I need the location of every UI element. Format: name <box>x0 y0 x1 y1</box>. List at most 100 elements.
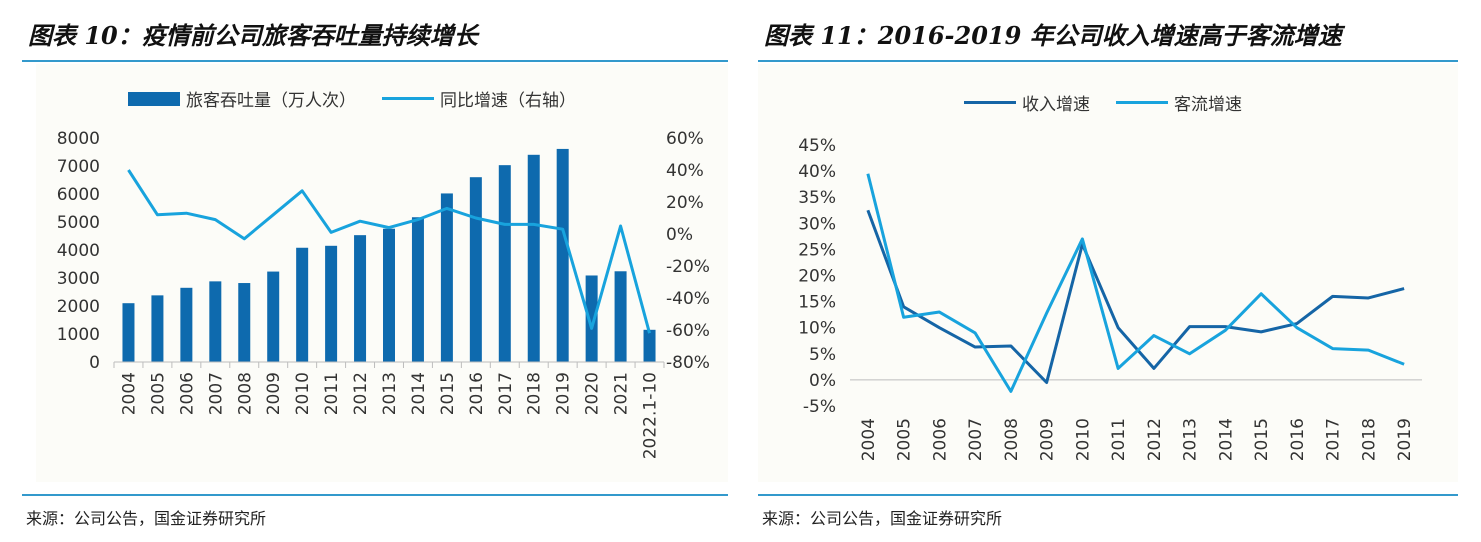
source-divider <box>758 494 1458 496</box>
y-left-tick-label: 1000 <box>57 325 100 345</box>
x-tick-label: 2011 <box>1109 418 1129 461</box>
y-tick-label: 30% <box>798 214 836 234</box>
x-tick-label: 2009 <box>1038 418 1058 461</box>
bar <box>469 177 482 362</box>
bar <box>209 281 222 362</box>
y-left-tick-label: 5000 <box>57 213 100 233</box>
x-tick-label: 2019 <box>1395 418 1415 461</box>
y-tick-label: 15% <box>798 293 836 313</box>
bar <box>614 271 627 362</box>
y-right-tick-label: 40% <box>666 161 704 181</box>
bar <box>354 235 367 362</box>
bar <box>440 193 453 362</box>
y-left-tick-label: 6000 <box>57 185 100 205</box>
bar <box>325 245 338 362</box>
chart-title: 图表 10：疫情前公司旅客吞吐量持续增长 <box>28 21 478 50</box>
x-tick-label: 2016 <box>1288 418 1308 461</box>
y-right-tick-label: -80% <box>666 353 710 373</box>
line-chart: -5% 0% 5% 10% 15% 20% 25% 30% 35% 40% 45% 2004 2005 2… <box>798 136 1422 461</box>
y-right-tick-label: -40% <box>666 289 710 309</box>
series-line-revenue-growth <box>866 209 1405 385</box>
bar <box>296 247 309 362</box>
y-tick-label: 35% <box>798 188 836 208</box>
x-tick-label: 2008 <box>1002 418 1022 461</box>
x-tick-label: 2006 <box>930 418 950 461</box>
x-tick-label: 2009 <box>264 372 284 415</box>
x-tick-label: 2008 <box>235 372 255 415</box>
legend-label: 同比增速（右轴） <box>440 91 576 111</box>
legend-item-line: 同比增速（右轴） <box>382 86 576 111</box>
x-tick-label: 2015 <box>438 372 458 415</box>
bar <box>238 283 251 362</box>
x-tick-label: 2004 <box>119 372 139 415</box>
legend-item-revenue: 收入增速 <box>964 90 1090 115</box>
legend-swatch-line <box>964 101 1016 104</box>
y-tick-label: -5% <box>803 397 836 417</box>
chart-legend: 收入增速 客流增速 <box>964 90 1268 115</box>
y-left-tick-label: 2000 <box>57 297 100 317</box>
x-tick-label: 2013 <box>1181 418 1201 461</box>
bar <box>498 165 511 362</box>
chart-legend: 旅客吞吐量（万人次） 同比增速（右轴） <box>128 86 602 111</box>
x-tick-label: 2014 <box>1216 418 1236 461</box>
y-right-tick-label: 0% <box>666 225 693 245</box>
title-divider <box>22 60 728 62</box>
y-tick-label: 10% <box>798 319 836 339</box>
legend-label: 旅客吞吐量（万人次） <box>186 91 356 111</box>
x-tick-label: 2015 <box>1252 418 1272 461</box>
legend-item-passenger: 客流增速 <box>1116 90 1242 115</box>
series-line-passenger-growth <box>866 173 1405 393</box>
y-tick-label: 0% <box>809 371 836 391</box>
legend-label: 客流增速 <box>1174 95 1242 115</box>
chart-panel-growth-comparison: 图表 11：2016-2019 年公司收入增速高于客流增速 收入增速 客流增速 … <box>758 0 1458 542</box>
legend-swatch-line <box>382 97 434 100</box>
x-tick-label: 2010 <box>293 372 313 415</box>
legend-swatch-line <box>1116 101 1168 104</box>
y-left-tick-label: 3000 <box>57 269 100 289</box>
x-tick-label: 2007 <box>966 418 986 461</box>
x-tick-label: 2018 <box>525 372 545 415</box>
x-tick-label: 2017 <box>496 372 516 415</box>
series-line-growth <box>127 169 651 334</box>
x-tick-label: 2005 <box>148 372 168 415</box>
y-right-tick-label: 60% <box>666 129 704 149</box>
x-tick-label: 2011 <box>322 372 342 415</box>
y-tick-label: 25% <box>798 240 836 260</box>
y-right-tick-label: -60% <box>666 321 710 341</box>
bar <box>411 217 424 362</box>
x-tick-label: 2013 <box>380 372 400 415</box>
bar <box>122 303 135 362</box>
chart-panel-passenger-throughput: 图表 10：疫情前公司旅客吞吐量持续增长 旅客吞吐量（万人次） 同比增速（右轴）… <box>22 0 728 542</box>
bar <box>527 154 540 362</box>
x-tick-label: 2006 <box>177 372 197 415</box>
bar <box>267 271 280 362</box>
chart-area: 收入增速 客流增速 -5% 0% 5% 10% 15% 20% 25% 30% 35% 40% 45… <box>758 64 1458 482</box>
x-tick-label: 2017 <box>1324 418 1344 461</box>
legend-label: 收入增速 <box>1022 95 1090 115</box>
y-tick-label: 20% <box>798 267 836 287</box>
y-left-tick-label: 8000 <box>57 129 100 149</box>
bar <box>585 275 598 362</box>
x-tick-label: 2004 <box>859 418 879 461</box>
x-tick-label: 2005 <box>895 418 915 461</box>
legend-swatch-bar <box>128 91 180 106</box>
y-tick-label: 40% <box>798 162 836 182</box>
x-tick-label: 2014 <box>409 372 429 415</box>
x-tick-label: 2016 <box>467 372 487 415</box>
combo-bar-line-chart: 0 1000 2000 3000 4000 5000 6000 7000 8000 -80% -60… <box>57 129 710 459</box>
bar <box>643 329 656 362</box>
x-tick-label: 2021 <box>612 372 632 415</box>
y-right-tick-label: -20% <box>666 257 710 277</box>
x-tick-label: 2020 <box>583 372 603 415</box>
legend-item-bar: 旅客吞吐量（万人次） <box>128 86 356 111</box>
x-tick-label: 2022.1-10 <box>641 372 661 459</box>
x-tick-label: 2012 <box>1145 418 1165 461</box>
bar <box>180 287 193 362</box>
x-tick-label: 2019 <box>554 372 574 415</box>
y-left-tick-label: 7000 <box>57 157 100 177</box>
x-tick-label: 2007 <box>206 372 226 415</box>
y-left-tick-label: 0 <box>89 353 100 373</box>
bar <box>151 295 164 362</box>
x-tick-label: 2012 <box>351 372 371 415</box>
source-note: 来源：公司公告，国金证券研究所 <box>26 509 267 528</box>
